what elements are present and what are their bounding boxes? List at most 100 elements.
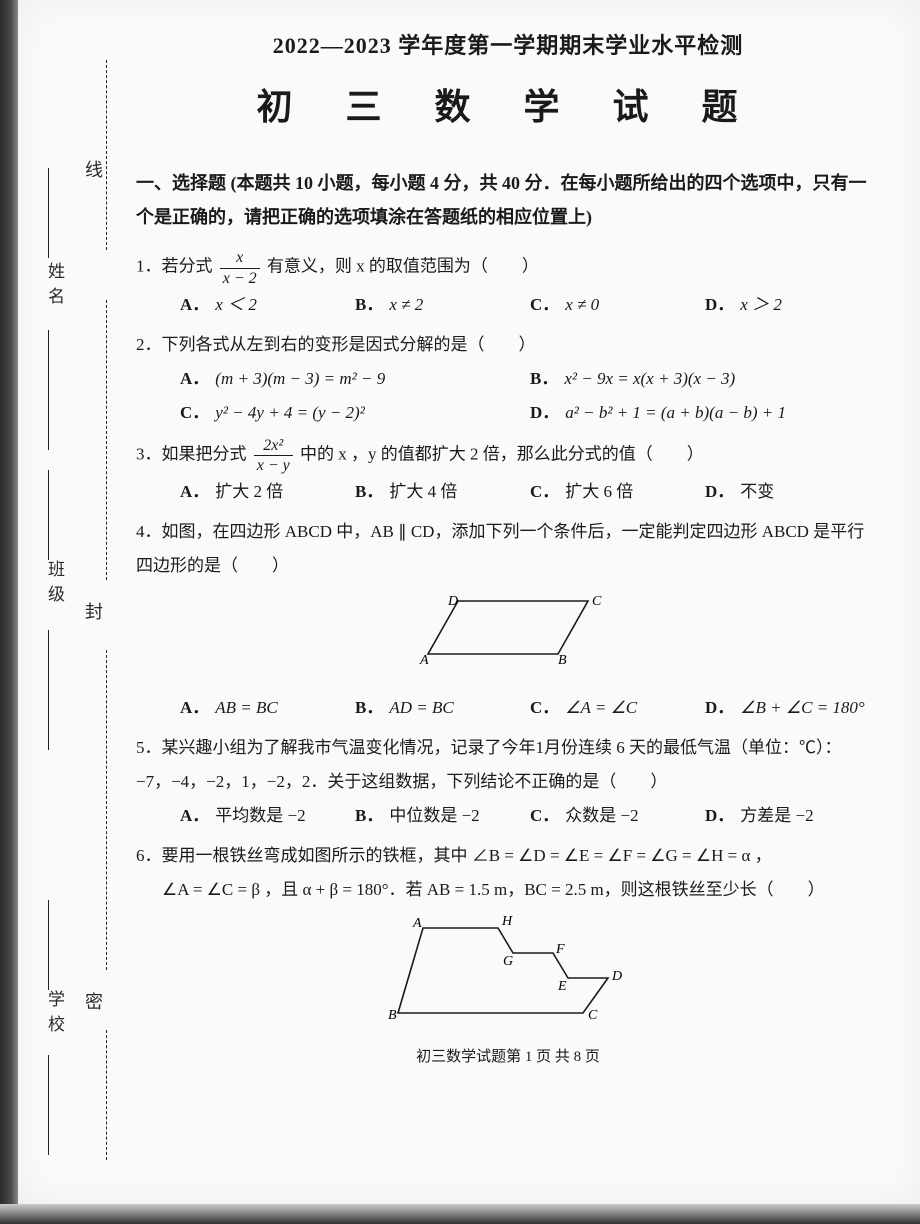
svg-text:C: C xyxy=(588,1008,598,1023)
question-2: 2．下列各式从左到右的变形是因式分解的是（ ） A．(m + 3)(m − 3)… xyxy=(136,328,880,430)
dash-line-4 xyxy=(106,1030,107,1160)
q3-frac-den: x − y xyxy=(254,456,293,475)
q3-opt-d: D．不变 xyxy=(705,475,880,509)
content-area: 2022—2023 学年度第一学期期末学业水平检测 初 三 数 学 试 题 一、… xyxy=(118,0,908,1066)
q1-d-text: x ＞ 2 xyxy=(740,295,782,314)
question-6: 6．要用一根铁丝弯成如图所示的铁框，其中 ∠B = ∠D = ∠E = ∠F =… xyxy=(136,839,880,1035)
step-frame-icon: AHGFEDCB xyxy=(378,913,638,1023)
q2-stem: 2．下列各式从左到右的变形是因式分解的是（ ） xyxy=(136,328,880,362)
field-class-line xyxy=(48,470,49,560)
svg-text:B: B xyxy=(388,1008,397,1023)
q1-c-text: x ≠ 0 xyxy=(565,295,599,314)
field-name: 姓名 xyxy=(42,262,67,312)
q2-opt-d: D．a² − b² + 1 = (a + b)(a − b) + 1 xyxy=(530,396,880,430)
q4-opt-d: D．∠B + ∠C = 180° xyxy=(705,691,880,725)
field-school-line xyxy=(48,900,49,990)
q1-b-text: x ≠ 2 xyxy=(389,295,423,314)
svg-text:A: A xyxy=(412,916,422,931)
q2-b-text: x² − 9x = x(x + 3)(x − 3) xyxy=(564,369,735,388)
binding-label-xian: 线 xyxy=(80,160,106,186)
q4-c-text: ∠A = ∠C xyxy=(565,698,637,717)
exam-page: 线 封 密 姓名 班级 学校 2022—2023 学年度第一学期期末学业水平检测… xyxy=(18,0,920,1204)
field-class-line2 xyxy=(48,630,49,750)
q1-options: A．x ＜ 2 B．x ≠ 2 C．x ≠ 0 D．x ＞ 2 xyxy=(136,288,880,322)
q4-figure: A B C D xyxy=(136,589,880,681)
svg-text:D: D xyxy=(447,594,458,609)
svg-text:D: D xyxy=(611,969,622,984)
q4-stem: 4．如图，在四边形 ABCD 中，AB ∥ CD，添加下列一个条件后，一定能判定… xyxy=(136,515,880,583)
q5-d-text: 方差是 −2 xyxy=(740,806,813,825)
q2-d-text: a² − b² + 1 = (a + b)(a − b) + 1 xyxy=(565,403,786,422)
svg-text:E: E xyxy=(557,979,567,994)
q6-stem-2: ∠A = ∠C = β ，且 α + β = 180°．若 AB = 1.5 m… xyxy=(136,873,880,907)
q5-opt-d: D．方差是 −2 xyxy=(705,799,880,833)
q4-b-text: AD = BC xyxy=(389,698,453,717)
q3-b-text: 扩大 4 倍 xyxy=(389,482,457,501)
exam-header-sub: 2022—2023 学年度第一学期期末学业水平检测 xyxy=(136,28,880,60)
q5-opt-b: B．中位数是 −2 xyxy=(355,799,530,833)
parallelogram-icon: A B C D xyxy=(398,589,618,669)
q3-opt-b: B．扩大 4 倍 xyxy=(355,475,530,509)
scan-shadow-bottom xyxy=(0,1204,920,1224)
dash-line-3 xyxy=(106,650,107,970)
q1-opt-c: C．x ≠ 0 xyxy=(530,288,705,322)
q4-options: A．AB = BC B．AD = BC C．∠A = ∠C D．∠B + ∠C … xyxy=(136,691,880,725)
q2-opt-c: C．y² − 4y + 4 = (y − 2)² xyxy=(180,396,530,430)
dash-line-1 xyxy=(106,60,107,250)
q3-opt-a: A．扩大 2 倍 xyxy=(180,475,355,509)
q1-stem-post: 有意义，则 x 的取值范围为（ ） xyxy=(267,257,539,276)
q2-a-text: (m + 3)(m − 3) = m² − 9 xyxy=(215,369,385,388)
svg-text:A: A xyxy=(419,653,429,668)
q5-options: A．平均数是 −2 B．中位数是 −2 C．众数是 −2 D．方差是 −2 xyxy=(136,799,880,833)
q4-opt-c: C．∠A = ∠C xyxy=(530,691,705,725)
field-school: 学校 xyxy=(42,990,67,1040)
q1-opt-a: A．x ＜ 2 xyxy=(180,288,355,322)
q3-frac-num: 2x² xyxy=(254,436,293,456)
page-footer: 初三数学试题第 1 页 共 8 页 xyxy=(136,1045,880,1066)
q5-b-text: 中位数是 −2 xyxy=(389,806,479,825)
q6-figure: AHGFEDCB xyxy=(136,913,880,1035)
binding-margin: 线 封 密 姓名 班级 学校 xyxy=(18,0,108,1204)
q3-options: A．扩大 2 倍 B．扩大 4 倍 C．扩大 6 倍 D．不变 xyxy=(136,475,880,509)
q3-stem-post: 中的 x ，y 的值都扩大 2 倍，那么此分式的值（ ） xyxy=(300,444,704,463)
q5-c-text: 众数是 −2 xyxy=(565,806,638,825)
q2-c-text: y² − 4y + 4 = (y − 2)² xyxy=(215,403,365,422)
q3-fraction: 2x² x − y xyxy=(254,436,293,475)
q1-a-text: x ＜ 2 xyxy=(215,295,257,314)
question-5: 5．某兴趣小组为了解我市气温变化情况，记录了今年1月份连续 6 天的最低气温（单… xyxy=(136,731,880,833)
q1-opt-d: D．x ＞ 2 xyxy=(705,288,880,322)
question-3: 3．如果把分式 2x² x − y 中的 x ，y 的值都扩大 2 倍，那么此分… xyxy=(136,436,880,509)
q4-d-text: ∠B + ∠C = 180° xyxy=(740,698,864,717)
field-class: 班级 xyxy=(42,560,67,610)
q3-d-text: 不变 xyxy=(740,482,774,501)
field-name-line2 xyxy=(48,330,49,450)
q3-stem-pre: 3．如果把分式 xyxy=(136,444,247,463)
q4-opt-a: A．AB = BC xyxy=(180,691,355,725)
binding-label-feng: 封 xyxy=(80,602,106,628)
q1-fraction: x x − 2 xyxy=(220,248,260,287)
q3-c-text: 扩大 6 倍 xyxy=(565,482,633,501)
q6-stem-1: 6．要用一根铁丝弯成如图所示的铁框，其中 ∠B = ∠D = ∠E = ∠F =… xyxy=(136,839,880,873)
q5-opt-a: A．平均数是 −2 xyxy=(180,799,355,833)
binding-label-mi: 密 xyxy=(80,992,106,1018)
svg-text:C: C xyxy=(592,594,602,609)
exam-header-title: 初 三 数 学 试 题 xyxy=(136,78,880,130)
q4-opt-b: B．AD = BC xyxy=(355,691,530,725)
q3-a-text: 扩大 2 倍 xyxy=(215,482,283,501)
scan-shadow-left xyxy=(0,0,18,1224)
question-4: 4．如图，在四边形 ABCD 中，AB ∥ CD，添加下列一个条件后，一定能判定… xyxy=(136,515,880,725)
q2-opt-a: A．(m + 3)(m − 3) = m² − 9 xyxy=(180,362,530,396)
question-1: 1．若分式 x x − 2 有意义，则 x 的取值范围为（ ） A．x ＜ 2 … xyxy=(136,248,880,321)
svg-text:F: F xyxy=(555,942,565,957)
q4-a-text: AB = BC xyxy=(215,698,277,717)
q2-options: A．(m + 3)(m − 3) = m² − 9 B．x² − 9x = x(… xyxy=(136,362,880,430)
q1-frac-num: x xyxy=(220,248,260,268)
q1-stem-pre: 1．若分式 xyxy=(136,257,213,276)
svg-text:G: G xyxy=(503,954,513,969)
q1-frac-den: x − 2 xyxy=(220,269,260,288)
section-1-title: 一、选择题 (本题共 10 小题，每小题 4 分，共 40 分．在每小题所给出的… xyxy=(136,166,880,234)
q5-stem: 5．某兴趣小组为了解我市气温变化情况，记录了今年1月份连续 6 天的最低气温（单… xyxy=(136,731,880,799)
q1-opt-b: B．x ≠ 2 xyxy=(355,288,530,322)
svg-text:B: B xyxy=(558,653,567,668)
q5-opt-c: C．众数是 −2 xyxy=(530,799,705,833)
